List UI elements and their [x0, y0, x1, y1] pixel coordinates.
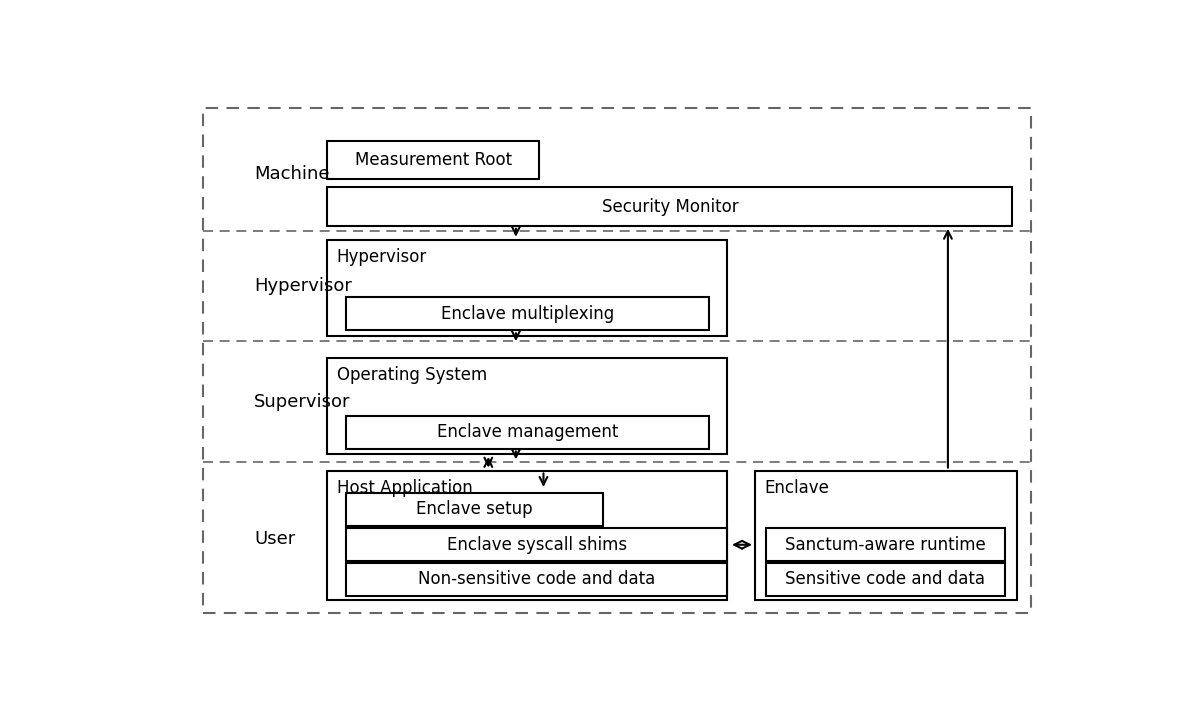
Text: Enclave syscall shims: Enclave syscall shims: [446, 536, 626, 554]
Text: Supervisor: Supervisor: [254, 393, 350, 411]
Text: Security Monitor: Security Monitor: [601, 198, 738, 216]
Bar: [327, 187, 1012, 226]
Bar: [327, 240, 727, 336]
Text: Sanctum-aware runtime: Sanctum-aware runtime: [785, 536, 986, 554]
Text: Hypervisor: Hypervisor: [337, 248, 427, 266]
Bar: [766, 528, 1005, 561]
Text: Host Application: Host Application: [337, 479, 472, 497]
Text: Sensitive code and data: Sensitive code and data: [785, 570, 986, 588]
Bar: [346, 528, 727, 561]
Bar: [346, 563, 727, 596]
Bar: [346, 493, 604, 526]
Text: Non-sensitive code and data: Non-sensitive code and data: [417, 570, 655, 588]
Text: Enclave management: Enclave management: [436, 423, 618, 441]
Bar: [327, 141, 538, 179]
Bar: [346, 416, 709, 448]
Text: Enclave setup: Enclave setup: [416, 500, 533, 518]
Bar: [755, 471, 1016, 600]
Text: Machine: Machine: [254, 165, 330, 183]
Text: Enclave multiplexing: Enclave multiplexing: [441, 305, 614, 323]
Text: Operating System: Operating System: [337, 366, 487, 384]
Text: Enclave: Enclave: [764, 479, 829, 497]
Bar: [346, 297, 709, 331]
Bar: [327, 358, 727, 454]
Bar: [766, 563, 1005, 596]
Text: Measurement Root: Measurement Root: [355, 151, 511, 169]
Text: Hypervisor: Hypervisor: [254, 277, 352, 296]
Text: User: User: [254, 531, 295, 548]
Bar: [327, 471, 727, 600]
